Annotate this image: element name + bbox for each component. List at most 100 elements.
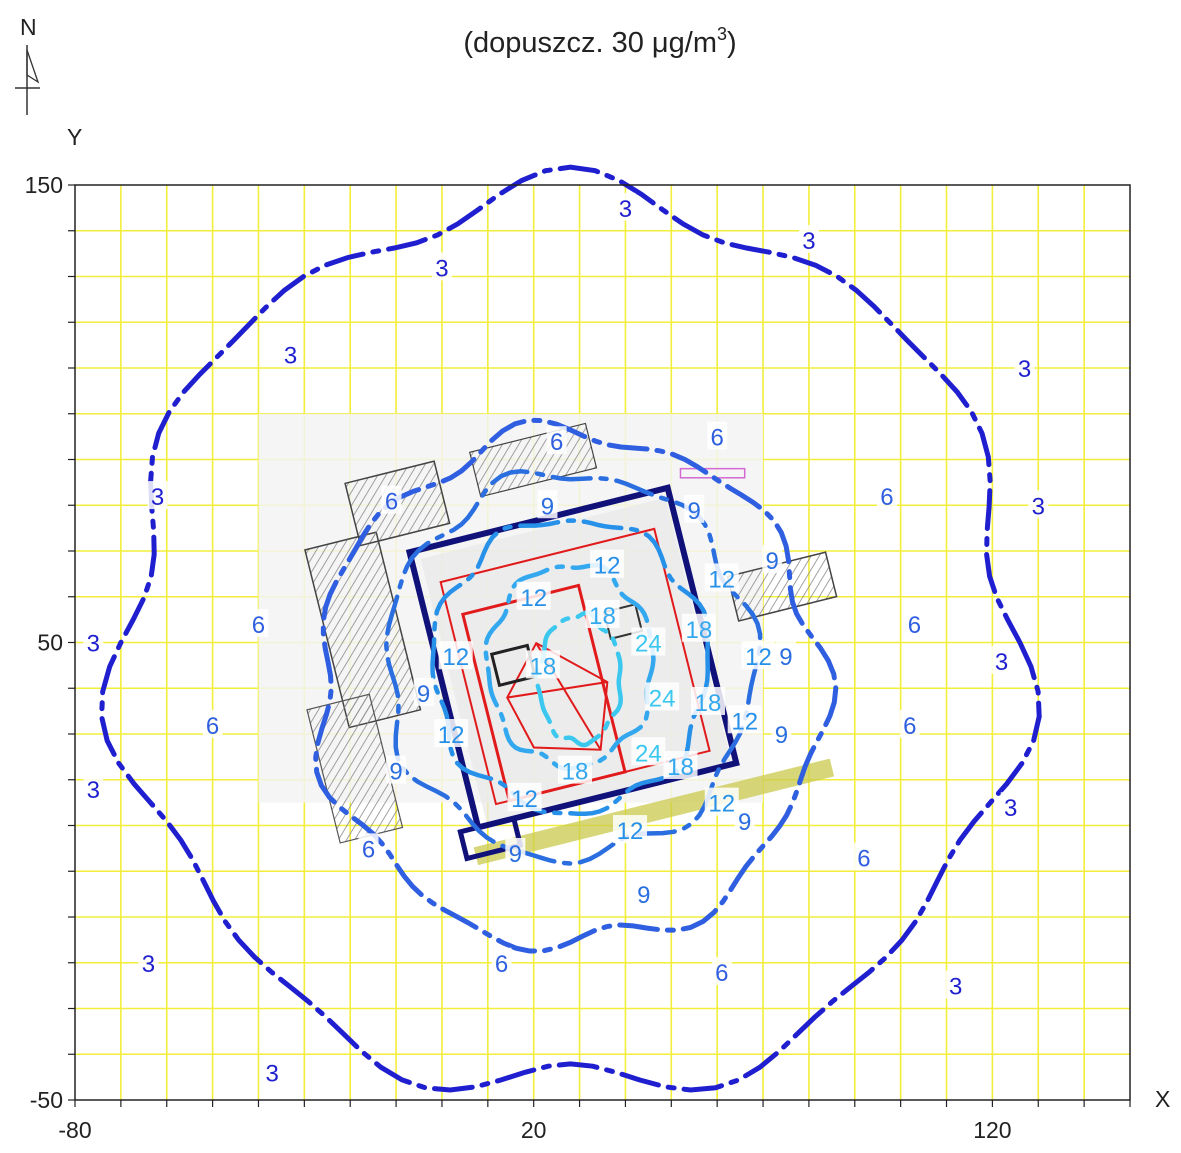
contour-label: 9 [509, 841, 522, 868]
contour-label-bg [762, 545, 783, 574]
north-arrow-icon: N [15, 14, 40, 115]
contour-label: 3 [1032, 493, 1045, 520]
contour-label: 6 [710, 425, 723, 452]
contour-label-bg [585, 600, 620, 629]
contour-label-bg [945, 970, 966, 999]
contour-label: 3 [995, 649, 1008, 676]
contour-label: 3 [802, 228, 815, 255]
contour-label-bg [516, 581, 551, 610]
contour-label: 24 [635, 740, 662, 767]
y-axis-label: Y [67, 124, 82, 150]
contour-label-bg [557, 755, 592, 784]
contour-label: 6 [857, 846, 870, 873]
contour-label: 12 [594, 553, 621, 580]
contour-label: 18 [530, 653, 557, 680]
contour-label-bg [386, 755, 407, 784]
contour-label-bg [741, 641, 776, 670]
y-tick-label: 50 [37, 630, 63, 656]
contour-label: 12 [731, 708, 758, 735]
contour-label-bg [727, 705, 762, 734]
contour-level-6 [313, 417, 839, 954]
contour-label-bg [525, 650, 560, 679]
contour-label: 12 [438, 722, 465, 749]
contour-label: 9 [417, 681, 430, 708]
contour-label: 3 [1004, 795, 1017, 822]
contour-label: 6 [903, 713, 916, 740]
contour-label-bg [546, 426, 567, 455]
contour-label: 12 [708, 791, 735, 818]
contour-label-bg [615, 192, 636, 221]
contour-label-bg [613, 815, 648, 844]
contour-label: 6 [362, 836, 375, 863]
contour-label: 6 [206, 713, 219, 740]
contour-label-bg [248, 609, 269, 638]
contour-label: 18 [562, 759, 589, 786]
x-tick-label: -80 [58, 1117, 91, 1143]
red-polygon [506, 641, 609, 751]
contour-label-bg [1000, 792, 1021, 821]
contour-label-bg [691, 686, 725, 715]
contour-label-bg [684, 494, 705, 523]
contour-label-bg [381, 485, 402, 514]
axis-ticks: -80 20 120 150 50 -50 [25, 172, 1131, 1143]
contour-label-bg [631, 737, 666, 766]
green-strip [473, 758, 835, 866]
contour-label: 3 [435, 255, 448, 282]
contour-label: 6 [715, 960, 728, 987]
contour-level-18 [483, 562, 656, 771]
contour-label-bg [876, 481, 897, 510]
contour-label: 18 [695, 690, 722, 717]
x-axis-label: X [1155, 1086, 1170, 1112]
site-plan [258, 413, 838, 866]
contour-label-bg [991, 645, 1012, 674]
contour-label: 9 [541, 493, 554, 520]
contour-label-bg [775, 641, 796, 670]
map-title: (dopuszcz. 30 μg/m3) [463, 24, 736, 59]
contour-label: 3 [949, 974, 962, 1001]
contour-label: 12 [617, 818, 644, 845]
contour-label-bg [147, 481, 168, 510]
contour-label: 12 [511, 786, 538, 813]
contour-label-bg [491, 947, 512, 976]
contour-label: 18 [685, 617, 712, 644]
contour-label-bg [1028, 490, 1049, 519]
x-tick-label: 20 [521, 1117, 547, 1143]
contour-label: 9 [637, 882, 650, 909]
contour-label-bg [734, 805, 755, 834]
contour-label-bg [138, 947, 159, 976]
contour-label: 3 [266, 1061, 279, 1088]
contour-label: 18 [667, 754, 694, 781]
contour-lines [99, 164, 1042, 1093]
contour-label: 12 [708, 566, 735, 593]
contour-label-bg [631, 627, 666, 656]
contour-level-3 [99, 164, 1042, 1093]
contour-label-bg [771, 719, 792, 747]
contour-label: 9 [775, 722, 788, 749]
contour-label: 3 [284, 342, 297, 369]
contour-label: 9 [688, 498, 701, 525]
contour-label-bg [645, 682, 680, 711]
contour-label: 24 [635, 631, 662, 658]
contour-label: 6 [495, 951, 508, 978]
y-tick-label: -50 [30, 1087, 63, 1113]
contour-label: 9 [389, 759, 402, 786]
contour-label: 6 [880, 484, 893, 511]
contour-label: 3 [619, 196, 632, 223]
contour-label-bg [280, 339, 301, 368]
red-line [507, 681, 608, 699]
contour-label: 3 [87, 631, 100, 658]
contour-label-bg [904, 609, 925, 638]
contour-label: 9 [779, 644, 792, 671]
contour-label-bg [434, 719, 469, 747]
contour-label-bg [1014, 353, 1035, 381]
contour-label: 6 [385, 489, 398, 516]
contour-level-9 [384, 469, 763, 866]
contour-label-bg [711, 956, 732, 985]
contour-label-bg [798, 224, 819, 253]
contour-label: 3 [1018, 356, 1031, 383]
contour-label-bg [537, 490, 558, 519]
contour-label-bg [704, 563, 739, 592]
contour-level-12 [430, 518, 711, 816]
